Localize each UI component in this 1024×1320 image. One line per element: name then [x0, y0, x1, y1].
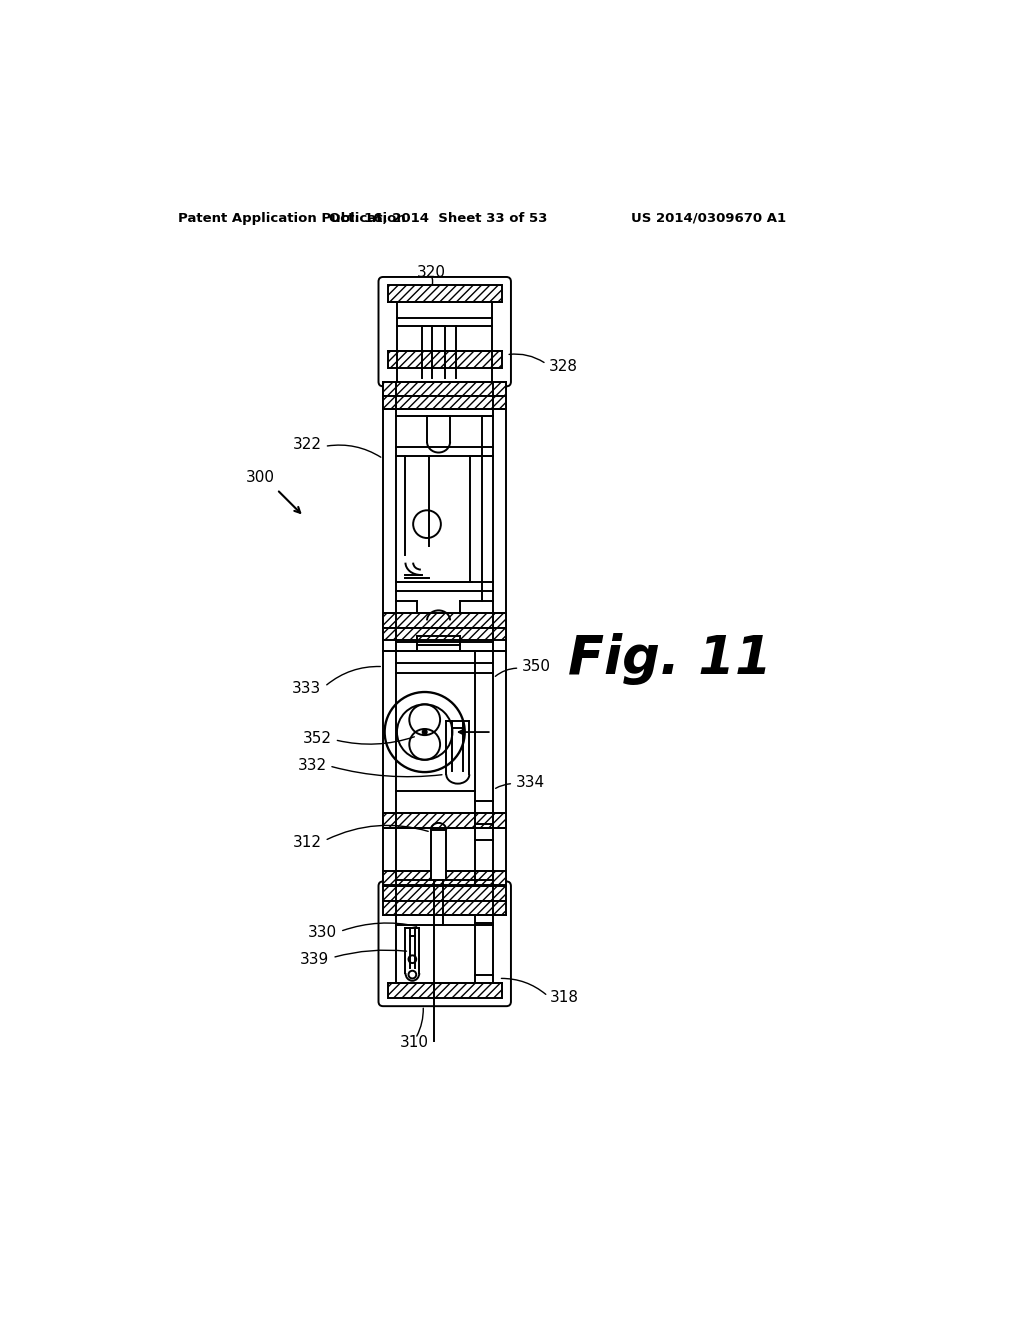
- Text: 312: 312: [293, 834, 322, 850]
- Bar: [383, 871, 506, 884]
- Text: 328: 328: [549, 359, 578, 374]
- Bar: [383, 813, 506, 886]
- Text: 332: 332: [298, 758, 327, 772]
- Bar: [383, 871, 506, 884]
- Text: 333: 333: [292, 681, 322, 696]
- Text: 322: 322: [293, 437, 322, 453]
- Bar: [383, 902, 506, 915]
- Bar: [383, 381, 506, 612]
- Bar: [383, 902, 506, 915]
- Bar: [383, 651, 506, 813]
- Text: 318: 318: [550, 990, 580, 1006]
- Text: 334: 334: [515, 775, 545, 789]
- Text: 300: 300: [246, 470, 274, 486]
- Bar: [383, 396, 506, 409]
- Text: 352: 352: [303, 731, 333, 747]
- Bar: [383, 628, 506, 640]
- Bar: [383, 813, 506, 829]
- Bar: [388, 285, 502, 302]
- Bar: [388, 285, 502, 302]
- Bar: [383, 612, 506, 651]
- Text: 350: 350: [521, 659, 551, 675]
- Bar: [388, 983, 502, 998]
- Bar: [383, 381, 506, 396]
- Text: 310: 310: [399, 1035, 428, 1049]
- Text: 320: 320: [417, 265, 445, 280]
- FancyBboxPatch shape: [379, 277, 511, 387]
- Bar: [383, 886, 506, 902]
- Bar: [388, 351, 502, 368]
- Text: 339: 339: [300, 952, 330, 966]
- Bar: [383, 813, 506, 829]
- Text: 330: 330: [308, 925, 337, 940]
- Bar: [383, 628, 506, 640]
- Bar: [388, 351, 502, 368]
- Bar: [388, 983, 502, 998]
- Text: US 2014/0309670 A1: US 2014/0309670 A1: [631, 213, 786, 224]
- Text: Fig. 11: Fig. 11: [567, 632, 771, 685]
- FancyBboxPatch shape: [379, 882, 511, 1006]
- Text: Oct. 16, 2014  Sheet 33 of 53: Oct. 16, 2014 Sheet 33 of 53: [330, 213, 548, 224]
- Bar: [383, 612, 506, 628]
- Text: Patent Application Publication: Patent Application Publication: [178, 213, 407, 224]
- Bar: [383, 381, 506, 396]
- Bar: [383, 396, 506, 409]
- Circle shape: [422, 730, 427, 734]
- Bar: [383, 612, 506, 628]
- Bar: [431, 830, 446, 880]
- Bar: [383, 886, 506, 902]
